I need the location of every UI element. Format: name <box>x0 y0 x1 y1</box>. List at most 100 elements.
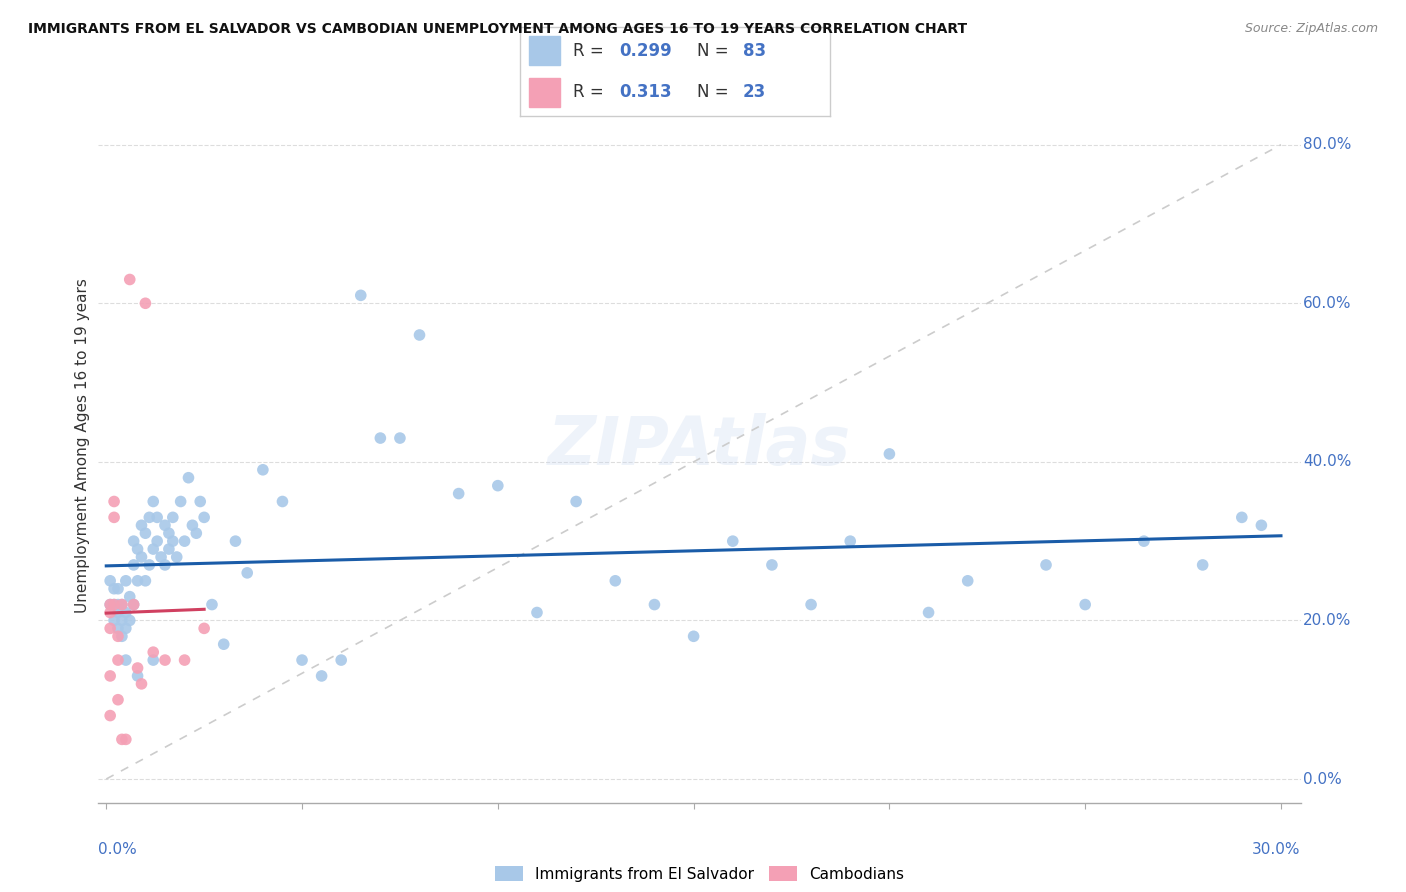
Point <box>98 669 121 683</box>
Point <box>107 606 129 620</box>
Text: 30.0%: 30.0% <box>1253 842 1301 857</box>
Legend: Immigrants from El Salvador, Cambodians: Immigrants from El Salvador, Cambodians <box>489 860 910 888</box>
Point <box>114 621 136 635</box>
Point <box>800 598 823 612</box>
Point <box>146 510 169 524</box>
Point <box>107 653 129 667</box>
Point <box>166 549 188 564</box>
Point <box>134 296 156 310</box>
Point <box>1250 518 1272 533</box>
Point <box>114 732 136 747</box>
Text: 60.0%: 60.0% <box>1303 296 1351 310</box>
Point <box>839 534 862 549</box>
Point <box>153 518 176 533</box>
Point <box>186 526 208 541</box>
Point <box>134 526 156 541</box>
Text: 0.313: 0.313 <box>619 83 672 101</box>
Point <box>114 606 136 620</box>
Point <box>157 526 180 541</box>
Point <box>107 582 129 596</box>
Point <box>201 598 224 612</box>
Point <box>103 582 125 596</box>
Point <box>370 431 392 445</box>
Point <box>291 653 314 667</box>
Point <box>107 629 129 643</box>
Point <box>122 598 145 612</box>
Point <box>111 732 134 747</box>
Point <box>956 574 979 588</box>
Point <box>131 549 153 564</box>
Point <box>193 621 215 635</box>
Point <box>127 661 149 675</box>
Point <box>131 677 153 691</box>
Y-axis label: Unemployment Among Ages 16 to 19 years: Unemployment Among Ages 16 to 19 years <box>75 278 90 614</box>
Point <box>142 645 165 659</box>
Point <box>103 510 125 524</box>
Point <box>150 549 173 564</box>
Point <box>107 692 129 706</box>
Point <box>311 669 333 683</box>
Point <box>193 510 215 524</box>
Point <box>131 518 153 533</box>
Point <box>188 494 211 508</box>
Point <box>605 574 627 588</box>
Point <box>103 598 125 612</box>
Point <box>330 653 353 667</box>
Point <box>565 494 588 508</box>
Text: 0.299: 0.299 <box>619 42 672 60</box>
Point <box>111 598 134 612</box>
Point <box>181 518 204 533</box>
Point <box>173 534 195 549</box>
Text: 23: 23 <box>742 83 766 101</box>
Text: Source: ZipAtlas.com: Source: ZipAtlas.com <box>1244 22 1378 36</box>
Point <box>526 606 548 620</box>
Point <box>107 621 129 635</box>
Point <box>153 653 176 667</box>
Point <box>350 288 373 302</box>
Point <box>122 598 145 612</box>
Point <box>162 510 184 524</box>
Point <box>271 494 294 508</box>
Point <box>107 598 129 612</box>
Point <box>224 534 246 549</box>
Point <box>98 621 121 635</box>
Point <box>177 471 200 485</box>
Point <box>879 447 901 461</box>
Point <box>388 431 411 445</box>
Point <box>98 598 121 612</box>
Point <box>146 534 169 549</box>
Bar <box>530 78 561 107</box>
Point <box>1074 598 1097 612</box>
Point <box>408 328 430 343</box>
Text: IMMIGRANTS FROM EL SALVADOR VS CAMBODIAN UNEMPLOYMENT AMONG AGES 16 TO 19 YEARS : IMMIGRANTS FROM EL SALVADOR VS CAMBODIAN… <box>28 22 967 37</box>
Point <box>122 558 145 572</box>
Point <box>138 558 160 572</box>
Text: R =: R = <box>572 83 609 101</box>
Point <box>721 534 744 549</box>
Point <box>122 534 145 549</box>
Point <box>486 478 509 492</box>
Point <box>236 566 259 580</box>
Point <box>98 598 121 612</box>
Text: N =: N = <box>696 83 734 101</box>
Point <box>252 463 274 477</box>
Point <box>118 590 141 604</box>
Point <box>103 598 125 612</box>
Point <box>682 629 704 643</box>
Point <box>98 708 121 723</box>
Point <box>1035 558 1057 572</box>
Point <box>142 653 165 667</box>
Text: R =: R = <box>572 42 609 60</box>
Text: N =: N = <box>696 42 734 60</box>
Point <box>447 486 470 500</box>
Point <box>103 614 125 628</box>
Point <box>98 574 121 588</box>
Point <box>114 574 136 588</box>
Point <box>761 558 783 572</box>
Point <box>157 542 180 557</box>
Point <box>1230 510 1253 524</box>
Point <box>173 653 195 667</box>
Point <box>643 598 665 612</box>
Point <box>134 574 156 588</box>
Point <box>98 606 121 620</box>
